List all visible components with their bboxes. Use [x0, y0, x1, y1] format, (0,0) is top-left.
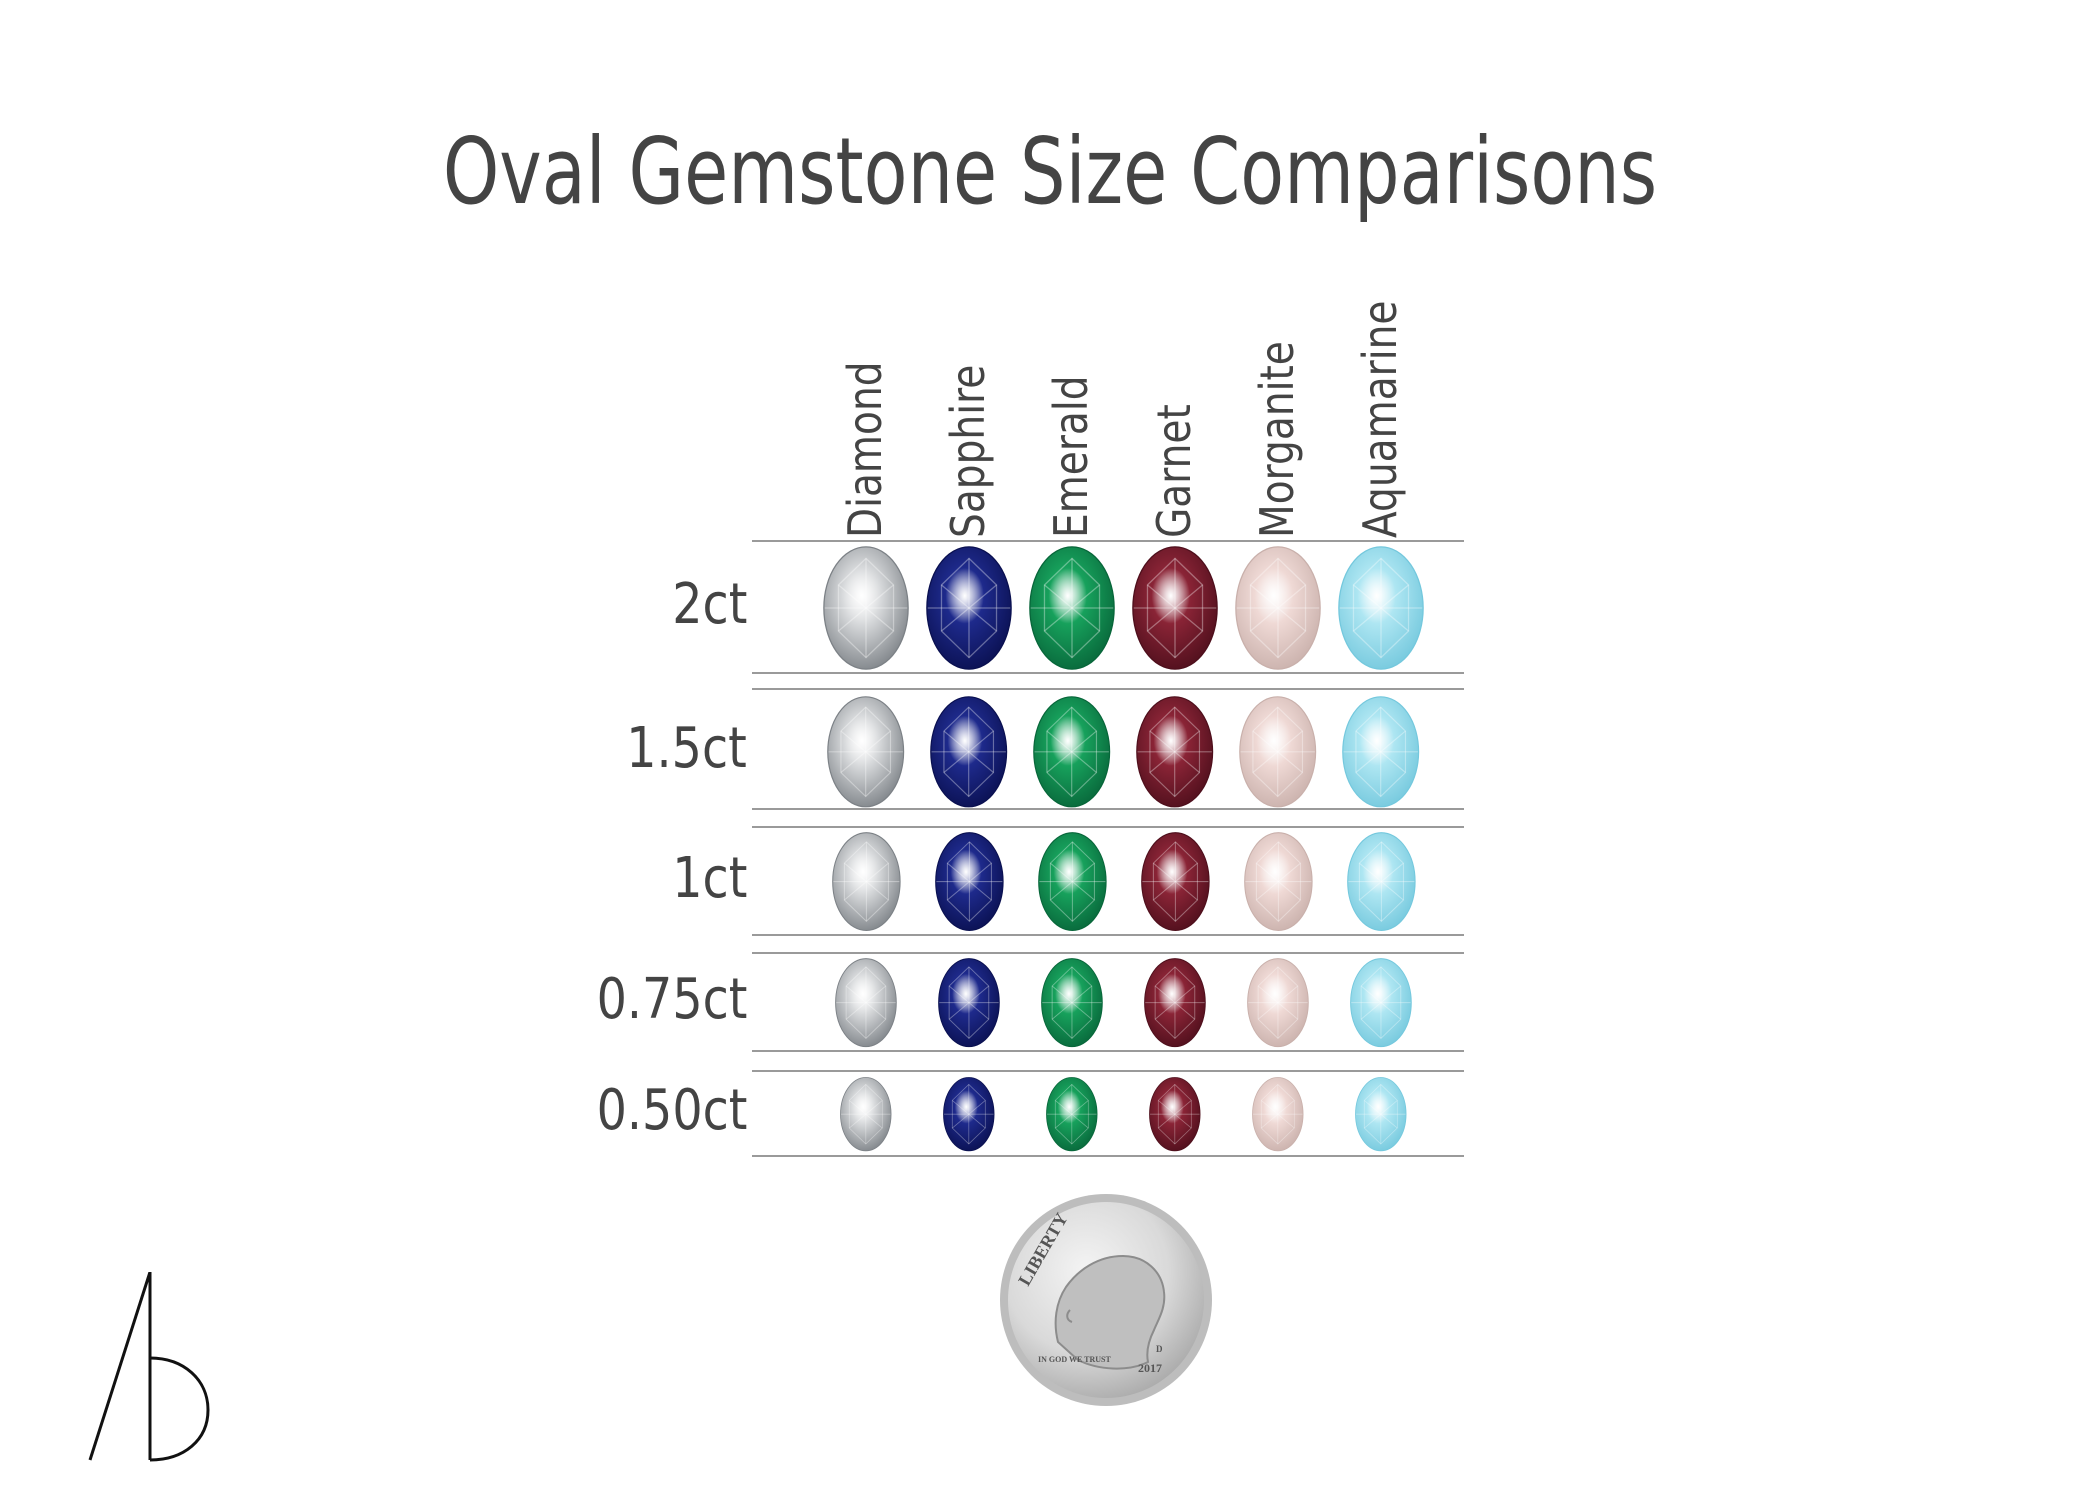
gem-morganite-0-75ct: [1247, 958, 1309, 1048]
row-label-2ct: 2ct: [347, 572, 747, 637]
column-label-text: Morganite: [1250, 341, 1304, 538]
gem-garnet-2ct: [1132, 546, 1218, 670]
row-divider: [752, 808, 1464, 810]
row-divider: [752, 826, 1464, 828]
roosevelt-profile-icon: [1054, 1254, 1166, 1370]
row-divider: [752, 934, 1464, 936]
row-label-text: 1.5ct: [626, 716, 747, 781]
coin-year-text: 2017: [1138, 1361, 1162, 1375]
column-label-text: Aquamarine: [1353, 300, 1407, 538]
row-divider: [752, 952, 1464, 954]
column-label-text: Sapphire: [941, 364, 995, 538]
gem-emerald-2ct: [1029, 546, 1115, 670]
gem-aquamarine-1ct: [1346, 832, 1416, 932]
row-label-1-5ct: 1.5ct: [347, 716, 747, 781]
gem-garnet-1ct: [1140, 832, 1210, 932]
gem-morganite-1ct: [1243, 832, 1313, 932]
gem-morganite-1-5ct: [1239, 696, 1317, 808]
row-label-text: 0.50ct: [596, 1078, 747, 1143]
gem-diamond-1-5ct: [827, 696, 905, 808]
dime-coin: LIBERTY IN GOD WE TRUST 2017 D: [1000, 1194, 1212, 1406]
row-label-0-75ct: 0.75ct: [347, 967, 747, 1032]
gem-morganite-2ct: [1235, 546, 1321, 670]
coin-mint-mark: D: [1156, 1344, 1163, 1354]
gem-diamond-1ct: [831, 832, 901, 932]
row-divider: [752, 1070, 1464, 1072]
gem-aquamarine-1-5ct: [1342, 696, 1420, 808]
gem-sapphire-1-5ct: [930, 696, 1008, 808]
gem-aquamarine-2ct: [1338, 546, 1424, 670]
row-label-1ct: 1ct: [347, 846, 747, 911]
gem-sapphire-2ct: [926, 546, 1012, 670]
gem-sapphire-1ct: [934, 832, 1004, 932]
gem-emerald-1-5ct: [1033, 696, 1111, 808]
brand-logo-icon: [88, 1272, 210, 1462]
coin-motto-text: IN GOD WE TRUST: [1038, 1355, 1112, 1364]
row-divider: [752, 1050, 1464, 1052]
gem-diamond-0-50ct: [840, 1076, 892, 1152]
gem-aquamarine-0-75ct: [1350, 958, 1412, 1048]
gem-garnet-0-50ct: [1149, 1076, 1201, 1152]
gem-garnet-0-75ct: [1144, 958, 1206, 1048]
gem-morganite-0-50ct: [1252, 1076, 1304, 1152]
page-title: Oval Gemstone Size Comparisons: [442, 118, 1658, 225]
gem-sapphire-0-50ct: [943, 1076, 995, 1152]
row-divider: [752, 672, 1464, 674]
column-label-text: Garnet: [1147, 404, 1201, 538]
row-label-text: 2ct: [671, 572, 747, 637]
gem-diamond-2ct: [823, 546, 909, 670]
row-label-text: 1ct: [671, 846, 747, 911]
row-label-text: 0.75ct: [596, 967, 747, 1032]
gem-garnet-1-5ct: [1136, 696, 1214, 808]
gem-sapphire-0-75ct: [938, 958, 1000, 1048]
gem-emerald-0-50ct: [1046, 1076, 1098, 1152]
column-label-text: Diamond: [838, 361, 892, 538]
gem-diamond-0-75ct: [835, 958, 897, 1048]
row-divider: [752, 1155, 1464, 1157]
gem-emerald-0-75ct: [1041, 958, 1103, 1048]
row-label-0-50ct: 0.50ct: [347, 1078, 747, 1143]
gem-emerald-1ct: [1037, 832, 1107, 932]
row-divider: [752, 540, 1464, 542]
gem-aquamarine-0-50ct: [1355, 1076, 1407, 1152]
column-label-text: Emerald: [1044, 375, 1098, 538]
row-divider: [752, 688, 1464, 690]
